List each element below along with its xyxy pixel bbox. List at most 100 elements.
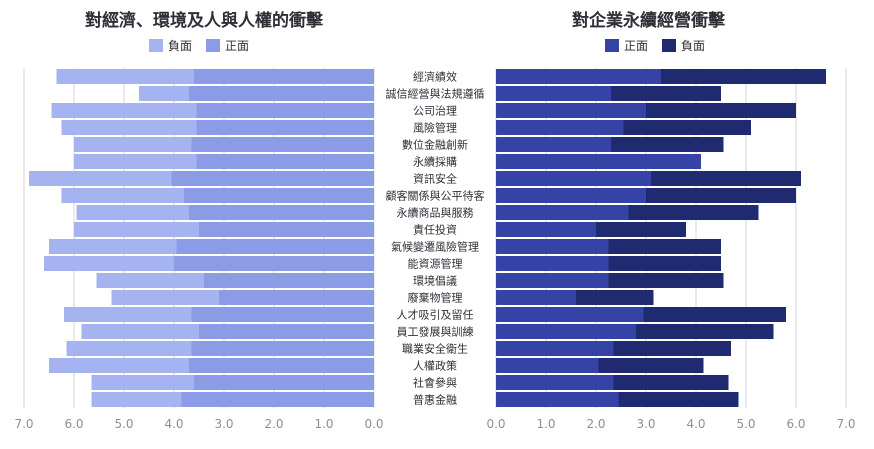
right-bar-negative — [644, 307, 787, 322]
right-bar-negative — [599, 358, 704, 373]
right-bar-positive — [496, 86, 611, 101]
category-label: 風險管理 — [413, 121, 457, 135]
right-tick-label: 2.0 — [586, 417, 605, 431]
left-bar-negative — [57, 69, 195, 84]
right-bar-negative — [611, 137, 724, 152]
right-bar-negative — [651, 171, 801, 186]
left-tick-label: 7.0 — [14, 417, 33, 431]
right-tick-label: 3.0 — [636, 417, 655, 431]
left-tick-label: 2.0 — [264, 417, 283, 431]
right-bar-negative — [619, 392, 739, 407]
left-bar-negative — [74, 137, 192, 152]
right-bar-positive — [496, 307, 644, 322]
left-bar-positive — [189, 86, 374, 101]
left-bar-positive — [192, 307, 375, 322]
left-bar-negative — [82, 324, 200, 339]
left-bar-negative — [52, 103, 197, 118]
left-bar-negative — [67, 341, 192, 356]
left-bar-negative — [62, 120, 197, 135]
category-label: 廢棄物管理 — [408, 291, 463, 305]
category-label: 永續商品與服務 — [397, 206, 474, 220]
category-label: 誠信經營與法規遵循 — [386, 87, 485, 101]
left-bar-positive — [197, 103, 375, 118]
right-bar-positive — [496, 273, 609, 288]
category-label: 責任投資 — [413, 223, 457, 237]
right-bar-positive — [496, 103, 646, 118]
left-tick-label: 3.0 — [214, 417, 233, 431]
right-bar-positive — [496, 222, 596, 237]
right-bar-negative — [646, 188, 796, 203]
category-label: 職業安全衛生 — [402, 342, 468, 356]
right-tick-label: 7.0 — [836, 417, 855, 431]
right-bar-positive — [496, 188, 646, 203]
left-tick-label: 6.0 — [64, 417, 83, 431]
right-bar-negative — [636, 324, 774, 339]
category-label: 氣候變遷風險管理 — [391, 240, 479, 254]
category-label: 資訊安全 — [413, 172, 457, 186]
category-label: 經濟績效 — [413, 70, 457, 84]
left-bar-negative — [62, 188, 185, 203]
category-label: 數位金融創新 — [402, 138, 468, 152]
right-tick-label: 4.0 — [686, 417, 705, 431]
right-bar-negative — [609, 273, 724, 288]
left-bar-positive — [189, 205, 374, 220]
right-bar-negative — [661, 69, 826, 84]
left-bar-negative — [77, 205, 190, 220]
right-bar-positive — [496, 69, 661, 84]
left-tick-label: 4.0 — [164, 417, 183, 431]
category-label: 顧客關係與公平待客 — [386, 189, 485, 203]
left-bar-negative — [97, 273, 205, 288]
left-bar-positive — [199, 222, 374, 237]
left-bar-positive — [199, 324, 374, 339]
category-label: 環境倡議 — [413, 274, 457, 288]
right-bar-positive — [496, 358, 599, 373]
right-bar-negative — [609, 239, 722, 254]
right-bar-positive — [496, 239, 609, 254]
left-bar-negative — [49, 239, 177, 254]
left-bar-positive — [197, 154, 375, 169]
right-bar-positive — [496, 341, 614, 356]
left-bar-positive — [219, 290, 374, 305]
right-tick-label: 5.0 — [736, 417, 755, 431]
left-bar-positive — [189, 358, 374, 373]
right-bar-positive — [496, 324, 636, 339]
right-tick-label: 1.0 — [536, 417, 555, 431]
right-bar-positive — [496, 154, 701, 169]
left-bar-positive — [177, 239, 375, 254]
left-bar-positive — [194, 375, 374, 390]
right-tick-label: 0.0 — [486, 417, 505, 431]
left-bar-positive — [182, 392, 375, 407]
right-bar-negative — [611, 86, 721, 101]
right-bar-negative — [646, 103, 796, 118]
category-label: 員工發展與訓練 — [397, 325, 474, 339]
right-bar-negative — [614, 375, 729, 390]
left-bar-negative — [92, 375, 195, 390]
category-label: 能資源管理 — [408, 257, 463, 271]
category-label: 普惠金融 — [413, 393, 457, 407]
left-bar-negative — [49, 358, 189, 373]
left-tick-label: 0.0 — [364, 417, 383, 431]
left-bar-positive — [174, 256, 374, 271]
left-bar-positive — [204, 273, 374, 288]
category-label: 人才吸引及留任 — [397, 308, 474, 322]
right-bar-positive — [496, 205, 629, 220]
category-label: 公司治理 — [413, 104, 457, 118]
right-tick-label: 6.0 — [786, 417, 805, 431]
left-bar-negative — [29, 171, 172, 186]
left-tick-label: 5.0 — [114, 417, 133, 431]
left-tick-label: 1.0 — [314, 417, 333, 431]
right-bar-negative — [576, 290, 654, 305]
right-bar-positive — [496, 392, 619, 407]
right-bar-positive — [496, 171, 651, 186]
left-bar-negative — [74, 154, 197, 169]
left-bar-negative — [64, 307, 192, 322]
left-bar-positive — [184, 188, 374, 203]
right-bar-negative — [609, 256, 722, 271]
right-bar-negative — [596, 222, 686, 237]
left-bar-negative — [139, 86, 189, 101]
left-bar-positive — [172, 171, 375, 186]
right-bar-negative — [629, 205, 759, 220]
right-bar-negative — [614, 341, 732, 356]
left-bar-negative — [92, 392, 182, 407]
